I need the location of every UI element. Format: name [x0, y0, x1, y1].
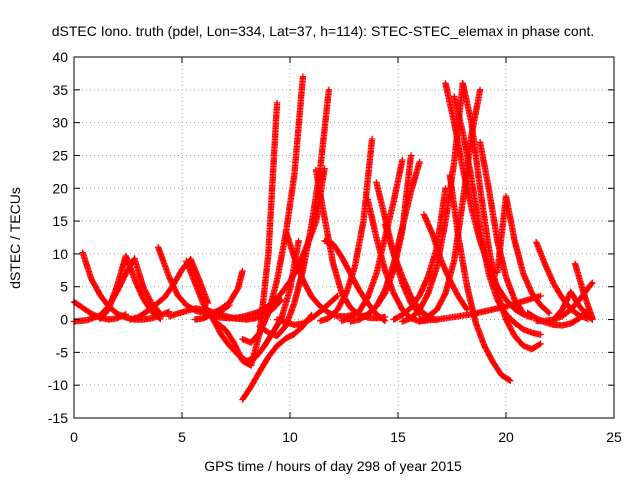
data-point-markers: [364, 196, 432, 325]
data-point-markers: [451, 93, 544, 338]
data-series-22: [364, 196, 432, 325]
plot-frame: [73, 56, 615, 419]
y-tick-label: 30: [52, 115, 68, 131]
y-tick-label: 0: [60, 312, 68, 328]
data-series-10: [213, 99, 281, 369]
data-series-40: [571, 260, 596, 322]
y-tick-label: 5: [60, 279, 68, 295]
y-tick-label: 40: [52, 49, 68, 65]
labels-layer: 0 5 10 15 20 25 -15 -10 -5 0 5 10 15 20 25 30 35 40: [48, 49, 622, 445]
data-series-33: [476, 139, 527, 317]
points-layer: [70, 73, 596, 403]
x-tick-label: 10: [282, 429, 298, 445]
data-point-markers: [96, 252, 164, 323]
data-series-8: [191, 267, 246, 323]
y-tick-label: 15: [52, 213, 68, 229]
x-tick-label: 25: [606, 429, 622, 445]
data-series-30: [451, 93, 544, 338]
x-tick-label: 5: [178, 429, 186, 445]
x-axis-label: GPS time / hours of day 298 of year 2015: [204, 458, 462, 474]
data-point-markers: [317, 135, 376, 325]
y-tick-label: 10: [52, 246, 68, 262]
grid-layer: [74, 57, 614, 418]
ticks-layer: [73, 56, 615, 419]
y-tick-label: 35: [52, 82, 68, 98]
data-point-markers: [476, 139, 527, 317]
y-tick-label: 20: [52, 180, 68, 196]
data-point-markers: [571, 260, 596, 322]
y-tick-label: 25: [52, 147, 68, 163]
data-series-32: [446, 171, 514, 384]
x-tick-label: 20: [498, 429, 514, 445]
x-tick-label: 15: [390, 429, 406, 445]
chart-title: dSTEC Iono. truth (pdel, Lon=334, Lat=37…: [52, 23, 595, 39]
data-point-markers: [273, 292, 341, 328]
y-tick-label: -10: [48, 377, 68, 393]
data-point-markers: [550, 288, 596, 323]
x-tick-label: 0: [70, 429, 78, 445]
y-tick-label: -15: [48, 410, 68, 426]
data-series-18: [317, 135, 376, 325]
data-point-markers: [446, 171, 514, 384]
data-point-markers: [416, 292, 544, 325]
data-series-39: [550, 288, 596, 323]
data-series-14: [273, 292, 341, 328]
y-axis-label: dSTEC / TECUs: [7, 187, 23, 289]
data-series-25: [390, 185, 449, 323]
data-point-markers: [390, 185, 449, 323]
y-tick-label: -5: [56, 344, 69, 360]
data-series-3: [96, 252, 164, 323]
data-point-markers: [191, 267, 246, 323]
data-point-markers: [213, 99, 281, 369]
data-series-35: [416, 292, 544, 325]
